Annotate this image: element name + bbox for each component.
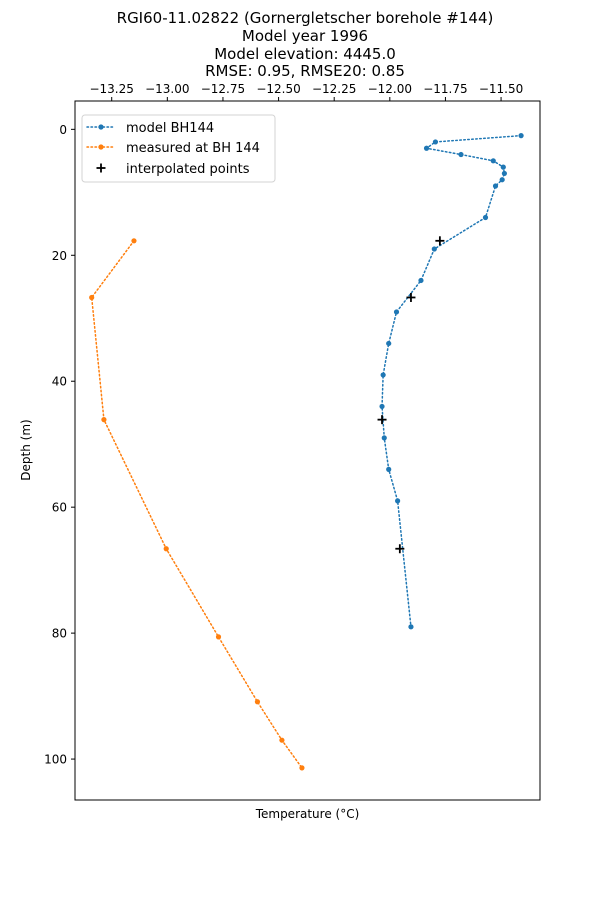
data-point (431, 246, 437, 252)
data-point (279, 737, 285, 743)
chart-title-line-2: Model year 1996 (242, 27, 368, 45)
data-point (386, 466, 392, 472)
y-tick-label: 0 (59, 123, 67, 137)
legend-measured-label: measured at BH 144 (126, 141, 260, 156)
data-point (386, 340, 392, 347)
interpolated-point (435, 236, 445, 246)
data-point (499, 177, 505, 183)
data-point (89, 294, 95, 301)
data-point (131, 238, 137, 244)
data-point (299, 765, 305, 771)
series-line (381, 134, 522, 628)
chart-title: RGI60-11.02822 (Gornergletscher borehole… (117, 9, 494, 80)
interpolated-point (395, 544, 405, 554)
data-point (254, 699, 261, 705)
data-point (432, 139, 439, 145)
series-1 (89, 238, 305, 771)
interpolated-point (406, 292, 416, 302)
legend-model-label: model BH144 (126, 121, 214, 136)
y-axis-label: Depth (m) (19, 419, 33, 480)
chart-title-line-4: RMSE: 0.95, RMSE20: 0.85 (205, 62, 405, 80)
x-tick-label: −12.75 (201, 82, 245, 96)
data-point (501, 170, 508, 177)
plot-marks (89, 133, 524, 771)
data-point (418, 277, 424, 284)
data-point (408, 624, 414, 630)
x-axis-label: Temperature (°C) (255, 807, 360, 821)
legend-measured-marker (98, 144, 104, 150)
x-tick-label: −12.50 (256, 82, 300, 96)
interpolated-point (377, 415, 387, 425)
chart-title-line-1: RGI60-11.02822 (Gornergletscher borehole… (117, 9, 494, 27)
data-point (490, 158, 496, 164)
x-tick-label: −12.00 (368, 82, 412, 96)
data-point (395, 498, 401, 504)
plot-frame (74, 100, 541, 801)
x-tick-label: −12.25 (312, 82, 356, 96)
y-tick-label: 20 (52, 249, 67, 263)
data-point (381, 435, 387, 441)
data-point (492, 183, 499, 189)
legend-interpolated-marker (96, 163, 106, 173)
y-tick-label: 100 (44, 753, 67, 767)
x-tick-label: −11.50 (479, 82, 523, 96)
plot-axes: −13.25 −13.00 −12.75 −12.50 −12.25 −12.00 −11.… (44, 82, 523, 767)
data-point (380, 372, 386, 378)
y-tick-label: 80 (52, 627, 67, 641)
legend-interpolated-label: interpolated points (126, 162, 250, 177)
data-point (379, 403, 385, 410)
chart-title-line-3: Model elevation: 4445.0 (214, 45, 396, 63)
y-tick-label: 40 (52, 375, 67, 389)
x-tick-label: −13.00 (145, 82, 189, 96)
data-point (101, 417, 107, 423)
legend-box (81, 114, 276, 183)
data-point (500, 164, 506, 170)
series-0 (379, 133, 524, 630)
data-point (215, 634, 222, 640)
x-tick-label: −13.25 (89, 82, 133, 96)
data-point (393, 309, 400, 315)
data-point (163, 546, 169, 552)
data-point (458, 151, 464, 158)
data-point (518, 133, 524, 139)
legend: model BH144 measured at BH 144 interpola… (81, 114, 276, 183)
data-point (482, 214, 489, 221)
y-tick-label: 60 (52, 501, 67, 515)
series-line (90, 240, 303, 769)
data-point (423, 145, 430, 151)
series-2 (377, 236, 445, 554)
legend-model-marker (98, 124, 104, 130)
x-tick-label: −11.75 (423, 82, 467, 96)
